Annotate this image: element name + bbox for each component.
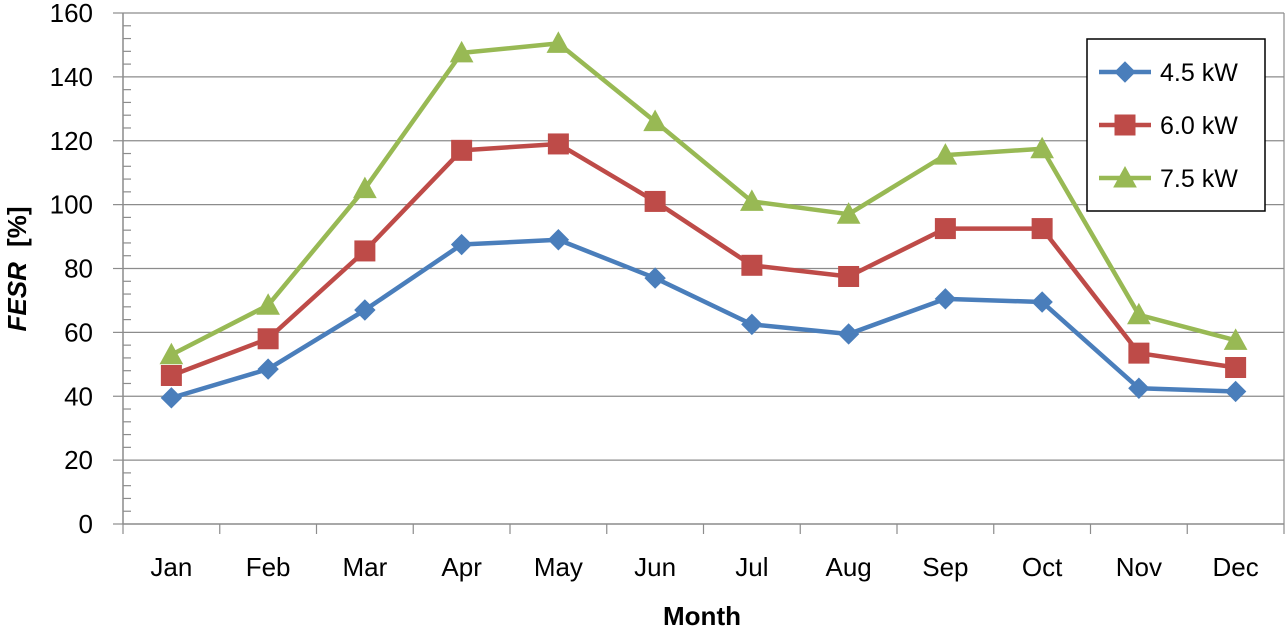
data-point xyxy=(934,218,956,240)
x-tick-label: Jul xyxy=(735,552,768,582)
data-point xyxy=(451,139,473,161)
legend-item: 7.5 kW xyxy=(1099,165,1238,193)
data-point xyxy=(257,358,279,380)
data-point xyxy=(644,190,666,212)
y-axis-title-unit: [%] xyxy=(2,206,32,246)
tick-labels: 0 20 40 60 80 100 120 140 160 Jan Feb Mar Apr May Jun J… xyxy=(50,0,1259,582)
data-point xyxy=(354,299,376,321)
data-point xyxy=(449,40,474,63)
data-point xyxy=(160,387,183,409)
data-point xyxy=(1030,136,1054,159)
y-axis-title-italic: FESR xyxy=(2,262,32,332)
x-tick-label: Sep xyxy=(922,552,968,582)
legend-item: 6.0 kW xyxy=(1099,112,1238,140)
series-line xyxy=(170,141,1236,378)
series-line xyxy=(170,237,1236,401)
data-point xyxy=(546,31,571,53)
legend-marker xyxy=(1114,61,1136,83)
x-tick-label: Nov xyxy=(1116,552,1162,582)
x-tick-label: Dec xyxy=(1213,552,1259,582)
data-point xyxy=(256,293,280,315)
legend-label: 4.5 kW xyxy=(1160,59,1238,87)
series-4-5-kw xyxy=(160,229,1247,409)
data-point xyxy=(836,202,861,224)
series-7-5-kw xyxy=(159,31,1248,365)
data-point xyxy=(160,364,182,386)
data-point xyxy=(644,267,666,289)
data-point xyxy=(450,233,473,256)
y-tick-label: 60 xyxy=(64,317,93,347)
legend-item: 4.5 kW xyxy=(1099,59,1238,87)
data-point xyxy=(643,109,667,132)
data-point xyxy=(257,328,279,350)
legend-label: 7.5 kW xyxy=(1160,165,1238,193)
data-point xyxy=(1128,342,1150,364)
data-point xyxy=(547,133,569,155)
series-6-0-kw xyxy=(160,133,1247,386)
y-tick-label: 20 xyxy=(64,445,93,475)
data-point xyxy=(740,189,764,211)
series-line xyxy=(170,41,1237,357)
data-point xyxy=(741,254,763,276)
y-tick-label: 80 xyxy=(64,254,93,284)
data-point xyxy=(1127,302,1151,325)
data-point xyxy=(1031,291,1053,313)
data-point xyxy=(354,240,376,262)
y-tick-label: 0 xyxy=(79,509,93,539)
data-point xyxy=(838,265,860,287)
x-axis-title: Month xyxy=(663,601,741,627)
y-tick-label: 120 xyxy=(50,126,93,156)
series-layer xyxy=(159,31,1248,409)
x-tick-label: Jan xyxy=(150,552,192,582)
data-point xyxy=(1223,328,1248,350)
data-point xyxy=(1225,357,1247,379)
data-point xyxy=(547,229,570,251)
data-point xyxy=(353,176,377,199)
data-point xyxy=(741,313,763,336)
data-point xyxy=(1031,218,1053,240)
data-point xyxy=(1224,380,1247,403)
data-point xyxy=(837,323,860,345)
x-tick-label: Aug xyxy=(825,552,871,582)
data-point xyxy=(934,288,957,310)
data-point xyxy=(159,342,184,365)
x-tick-label: Apr xyxy=(441,552,482,582)
y-tick-label: 160 xyxy=(50,0,93,28)
y-tick-label: 100 xyxy=(50,190,93,220)
x-tick-label: Mar xyxy=(342,552,387,582)
x-tick-label: Oct xyxy=(1022,552,1063,582)
legend-marker xyxy=(1113,165,1137,188)
legend: 4.5 kW 6.0 kW 7.5 kW xyxy=(1086,38,1266,212)
axes xyxy=(113,12,1285,534)
data-point xyxy=(1128,377,1150,399)
x-tick-label: Feb xyxy=(246,552,291,582)
x-tick-label: Jun xyxy=(634,552,676,582)
y-axis-title: FESR [%] xyxy=(2,206,32,331)
legend-label: 6.0 kW xyxy=(1160,112,1238,140)
y-tick-label: 140 xyxy=(50,62,93,92)
y-tick-label: 40 xyxy=(64,381,93,411)
legend-marker xyxy=(1114,114,1136,136)
data-point xyxy=(933,143,958,165)
x-tick-label: May xyxy=(534,552,583,582)
